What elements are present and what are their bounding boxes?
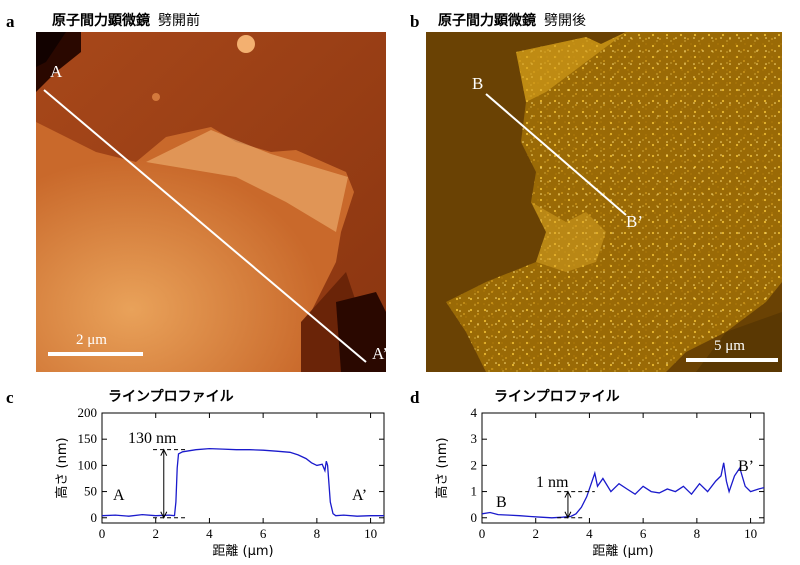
label-start-a: A	[50, 62, 63, 81]
chart-a-ytick-label-3: 150	[78, 431, 98, 446]
panel-c-title: ラインプロファイル	[108, 389, 234, 405]
chart-a-xtick-label-3: 6	[260, 526, 267, 541]
chart-b-annotation-label: 1 nm	[536, 474, 569, 491]
scale-bar-b	[686, 358, 778, 362]
chart-b-xtick-label-2: 4	[586, 526, 593, 541]
panel-d-title: ラインプロファイル	[494, 389, 620, 405]
chart-a-xtick-label-5: 10	[364, 526, 377, 541]
chart-a-ytick-label-2: 100	[78, 457, 98, 472]
chart-b-xlabel: 距離 (μm)	[592, 544, 653, 559]
chart-b-xtick-label-5: 10	[744, 526, 757, 541]
panel-b-title-sub: 劈開後	[544, 13, 586, 29]
scale-label-a: 2 μm	[76, 332, 107, 348]
chart-b-ytick-label-0: 0	[471, 510, 478, 525]
chart-a-ylabel: 高さ (nm)	[54, 437, 70, 498]
panel-b-title: 原子間力顕微鏡 劈開後	[438, 10, 586, 30]
chart-a-xlabel: 距離 (μm)	[212, 544, 273, 559]
afm-image-after: B B’ 5 μm	[426, 32, 782, 372]
chart-a-ytick-label-1: 50	[84, 484, 97, 499]
profile-line-b	[485, 93, 627, 216]
panel-letter-b: b	[410, 12, 420, 31]
chart-a-xtick-label-0: 0	[99, 526, 106, 541]
scale-bar-a	[48, 352, 143, 356]
line-b-overlay	[485, 93, 627, 216]
chart-b-ytick-label-4: 4	[471, 405, 478, 420]
chart-a-series-0-line	[101, 447, 384, 517]
chart-b-xtick-label-0: 0	[479, 526, 486, 541]
chart-a-end-label: A’	[352, 487, 367, 504]
chart-b-xtick-label-3: 6	[640, 526, 647, 541]
label-end-b: B’	[626, 212, 643, 231]
panel-a-title-main: 原子間力顕微鏡	[52, 13, 150, 29]
chart-a-annotation-label: 130 nm	[128, 430, 177, 447]
line-profile-chart-b: 0 2 4 6 8 10 0 1 2 3 4 距離 (μm) 高さ (nm) B B’ 1 nm	[434, 405, 765, 559]
chart-a-plot-frame	[101, 412, 385, 524]
chart-b-start-label: B	[496, 494, 507, 511]
afm-image-before-svg	[36, 32, 386, 372]
chart-a-xtick-label-2: 4	[206, 526, 213, 541]
chart-b-end-label: B’	[738, 458, 754, 475]
chart-b-ylabel: 高さ (nm)	[434, 437, 450, 498]
chart-b-plot-frame	[481, 412, 765, 524]
chart-a-ytick-label-4: 200	[78, 405, 98, 420]
panel-a-title-sub: 劈開前	[158, 13, 200, 29]
label-end-a: A’	[372, 344, 386, 363]
chart-a-xtick-label-1: 2	[152, 526, 159, 541]
panel-letter-d: d	[410, 388, 420, 407]
panel-a-title: 原子間力顕微鏡 劈開前	[52, 10, 200, 30]
label-start-b: B	[472, 74, 484, 93]
panel-letter-c: c	[6, 388, 14, 407]
line-a-overlay	[43, 89, 367, 363]
chart-b-ytick-label-3: 3	[471, 431, 478, 446]
chart-b-xtick-label-1: 2	[532, 526, 539, 541]
chart-b-ytick-label-1: 1	[471, 484, 478, 499]
chart-a-ytick-label-0: 0	[91, 510, 98, 525]
panel-letter-a: a	[6, 12, 15, 31]
chart-a-xtick-label-4: 8	[314, 526, 321, 541]
afm-image-after-svg	[426, 32, 782, 372]
chart-b-series-0-line	[481, 462, 765, 519]
chart-a-start-label: A	[113, 487, 125, 504]
chart-b-xtick-label-4: 8	[694, 526, 701, 541]
afm-image-before: A A’ 2 μm	[36, 32, 386, 372]
panel-b-title-main: 原子間力顕微鏡	[438, 13, 536, 29]
scale-label-b: 5 μm	[714, 338, 745, 354]
profile-line-a	[43, 89, 367, 363]
chart-b-ytick-label-2: 2	[471, 457, 478, 472]
